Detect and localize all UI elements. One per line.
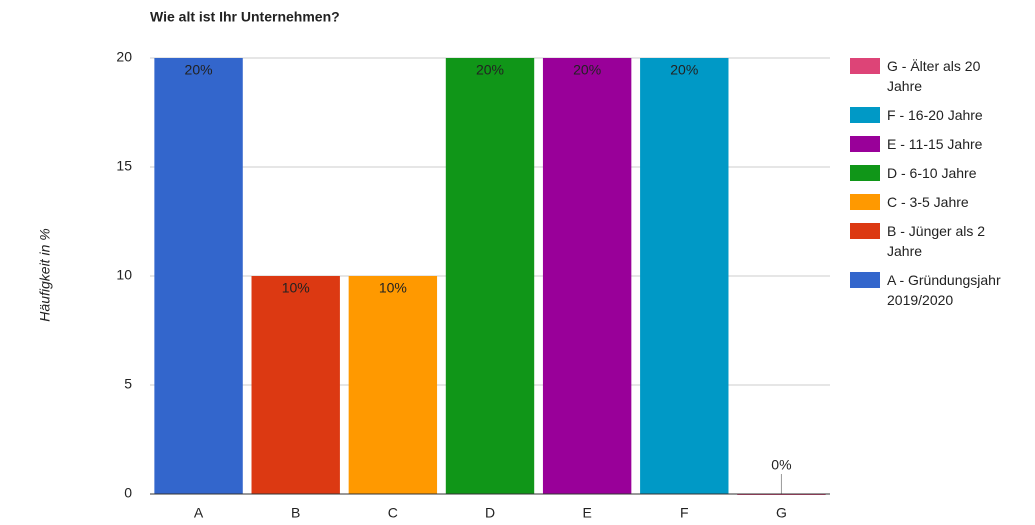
bar: [542, 58, 632, 494]
x-tick-label: C: [388, 505, 398, 521]
legend-swatch: [850, 272, 880, 288]
x-tick-label: D: [485, 505, 495, 521]
x-tick-label: B: [291, 505, 300, 521]
bar: [348, 276, 438, 494]
legend-item: A - Gründungsjahr 2019/2020: [850, 270, 1010, 310]
legend-label: C - 3-5 Jahre: [887, 194, 969, 210]
data-label: 20%: [185, 62, 213, 78]
legend-item: G - Älter als 20 Jahre: [850, 56, 1010, 96]
data-label: 10%: [379, 280, 407, 296]
legend-swatch: [850, 107, 880, 123]
x-tick-label: A: [194, 505, 204, 521]
bar: [640, 58, 729, 494]
y-tick-label: 15: [116, 158, 132, 174]
legend-swatch: [850, 136, 880, 152]
legend-label: E - 11-15 Jahre: [887, 136, 983, 152]
legend-label: G - Älter als 20 Jahre: [887, 58, 981, 94]
legend-label: F - 16-20 Jahre: [887, 107, 983, 123]
legend-label: A - Gründungsjahr 2019/2020: [887, 272, 1001, 308]
y-tick-label: 0: [124, 485, 132, 501]
bar: [154, 58, 243, 494]
legend-swatch: [850, 223, 880, 239]
legend-item: C - 3-5 Jahre: [850, 192, 1010, 212]
legend-swatch: [850, 194, 880, 210]
y-tick-label: 20: [116, 49, 132, 65]
legend-item: D - 6-10 Jahre: [850, 163, 1010, 183]
x-tick-label: E: [582, 505, 591, 521]
x-tick-label: F: [680, 505, 689, 521]
x-tick-label: G: [776, 505, 787, 521]
y-tick-label: 10: [116, 267, 132, 283]
legend-label: D - 6-10 Jahre: [887, 165, 977, 181]
bar: [445, 58, 535, 494]
chart-title: Wie alt ist Ihr Unternehmen?: [150, 9, 340, 25]
legend-label: B - Jünger als 2 Jahre: [887, 223, 986, 259]
legend-swatch: [850, 165, 880, 181]
bar: [251, 276, 340, 494]
y-tick-label: 5: [124, 376, 132, 392]
data-label: 0%: [771, 457, 791, 473]
legend-swatch: [850, 58, 880, 74]
legend: G - Älter als 20 Jahre F - 16-20 Jahre E -…: [850, 56, 1010, 319]
legend-item: B - Jünger als 2 Jahre: [850, 221, 1010, 261]
data-label: 20%: [670, 62, 698, 78]
data-label: 20%: [573, 62, 601, 78]
legend-item: F - 16-20 Jahre: [850, 105, 1010, 125]
data-label: 10%: [282, 280, 310, 296]
legend-item: E - 11-15 Jahre: [850, 134, 1010, 154]
data-label: 20%: [476, 62, 504, 78]
y-axis-title: Häufigkeit in %: [37, 228, 53, 321]
